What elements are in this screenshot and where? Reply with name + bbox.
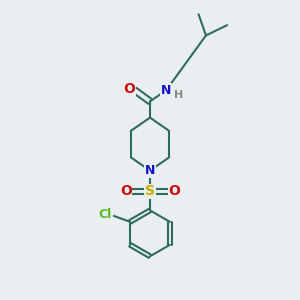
Text: O: O <box>168 184 180 198</box>
Text: S: S <box>145 184 155 198</box>
Text: N: N <box>161 84 171 97</box>
Text: O: O <box>124 82 135 96</box>
Text: Cl: Cl <box>98 208 112 221</box>
Text: H: H <box>174 90 183 100</box>
Text: N: N <box>145 164 155 177</box>
Text: O: O <box>120 184 132 198</box>
